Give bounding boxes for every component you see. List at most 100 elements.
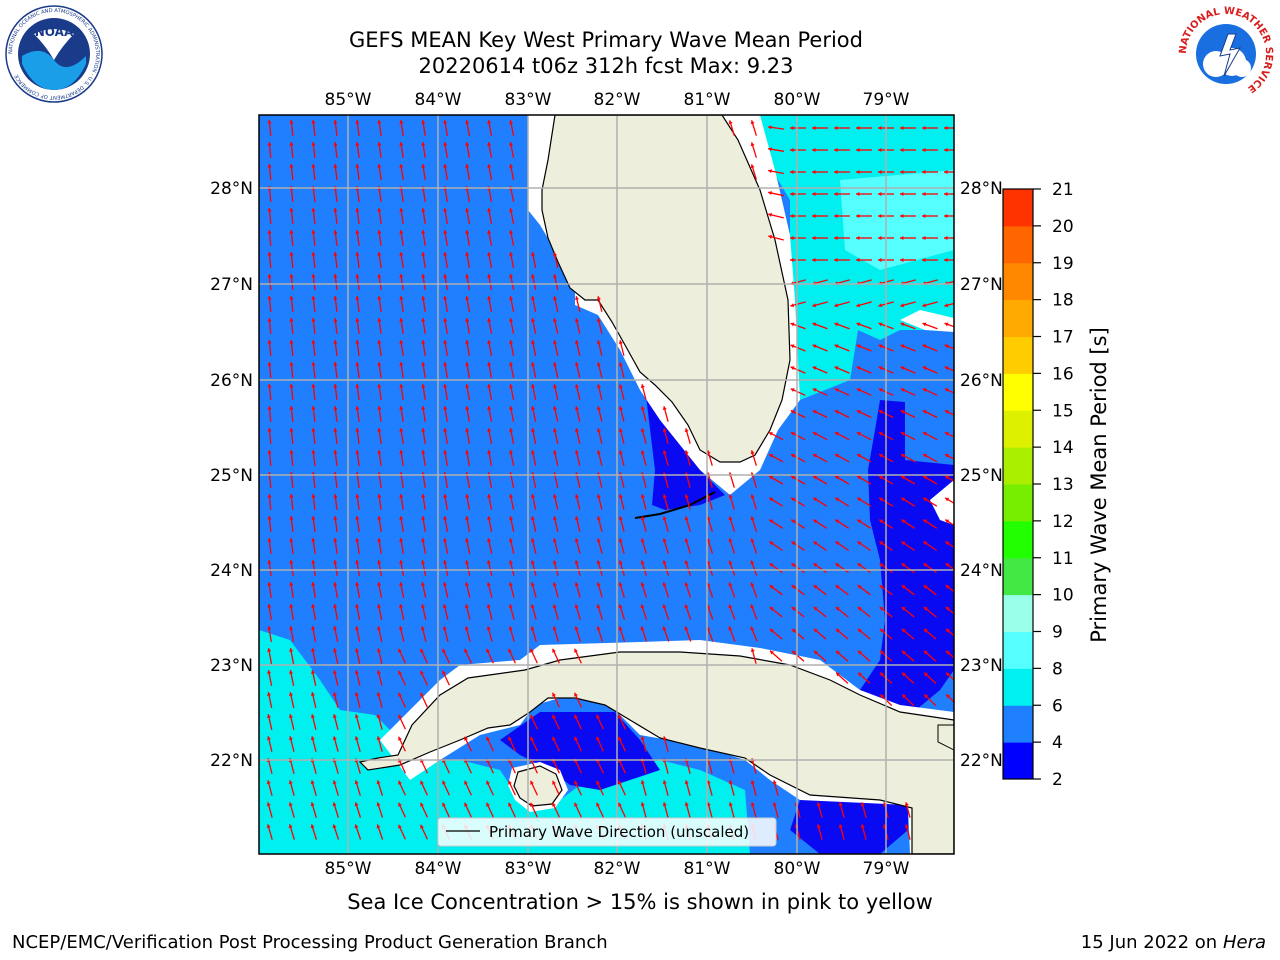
lon-label-bottom: 84°W (415, 859, 462, 879)
wave-arrow-head (376, 626, 382, 630)
wave-arrow-head (421, 560, 426, 564)
wave-arrow-head (728, 538, 733, 543)
wave-arrow-head (355, 626, 360, 630)
wave-arrow-head (421, 340, 426, 344)
wave-arrow-head (443, 516, 448, 520)
wave-arrow-head (421, 208, 426, 212)
wave-arrow-head (922, 147, 926, 153)
wave-arrow-head (574, 296, 579, 301)
wave-arrow-head (289, 428, 294, 432)
wave-arrow-head (311, 230, 316, 234)
wave-arrow-head (333, 296, 338, 300)
wave-arrow-head (376, 780, 381, 785)
wave-arrow-head (421, 428, 426, 432)
wave-arrow-head (267, 560, 272, 564)
wave-arrow-head (901, 628, 906, 633)
wave-arrow-head (530, 604, 535, 609)
wave-arrow-head (640, 428, 645, 433)
wave-arrow-head (878, 388, 883, 392)
wave-arrow-head (880, 672, 885, 677)
wave-arrow-head (267, 208, 272, 212)
wave-arrow-head (900, 191, 904, 197)
wave-arrow-head (835, 628, 840, 633)
wave-arrow-head (421, 582, 426, 586)
wave-arrow-head (552, 648, 556, 653)
wave-arrow-head (399, 318, 404, 322)
wave-arrow-head (399, 494, 404, 498)
wave-arrow-head (901, 585, 906, 589)
wave-arrow-head (834, 344, 839, 349)
wave-arrow-head (509, 296, 514, 300)
wave-arrow-head (596, 494, 601, 499)
wave-arrow-head (486, 648, 490, 653)
wave-arrow-head (266, 714, 272, 718)
wave-arrow-head (857, 563, 862, 568)
wave-arrow-head (509, 428, 514, 432)
wave-arrow-head (945, 519, 950, 524)
wave-arrow-head (442, 780, 446, 785)
wave-arrow-head (640, 736, 645, 741)
wave-arrow-head (812, 344, 817, 349)
wave-arrow-head (530, 560, 535, 565)
wave-arrow-head (464, 626, 469, 631)
wave-arrow-head (531, 296, 536, 300)
lon-label-top: 84°W (415, 90, 462, 110)
wave-arrow-head (923, 475, 928, 480)
wave-arrow-head (311, 516, 316, 520)
wave-arrow-head (487, 538, 492, 542)
wave-arrow-head (289, 450, 294, 454)
wave-arrow-head (442, 582, 448, 586)
wave-arrow-head (399, 384, 404, 388)
wave-arrow-head (662, 494, 667, 499)
wave-arrow-head (857, 475, 862, 480)
wave-arrow-head (834, 366, 839, 371)
wave-arrow-head (311, 406, 316, 410)
wave-arrow-head (790, 410, 795, 414)
wave-arrow-head (355, 120, 360, 124)
wave-arrow-head (574, 450, 579, 455)
wave-arrow-head (421, 296, 426, 300)
wave-arrow-head (267, 120, 272, 124)
wave-arrow-head (857, 585, 862, 589)
wave-arrow-head (922, 366, 927, 371)
wave-arrow-head (377, 340, 382, 344)
wave-arrow-head (900, 213, 904, 219)
wave-arrow-head (377, 120, 382, 124)
noaa-logo: NATIONAL OCEANIC AND ATMOSPHERIC ADMINIS… (5, 5, 103, 103)
wave-arrow-head (333, 208, 338, 212)
wave-arrow-head (856, 303, 861, 308)
wave-arrow-head (922, 257, 926, 263)
wave-arrow-head (835, 563, 840, 568)
wave-arrow-head (574, 384, 579, 389)
cuba-land (358, 651, 954, 854)
wave-arrow-head (553, 450, 558, 454)
wave-arrow-head (946, 694, 951, 699)
wave-arrow-head (332, 736, 337, 741)
wave-arrow-head (922, 169, 926, 175)
wave-arrow-head (398, 714, 402, 719)
wave-arrow-head (596, 538, 601, 543)
wave-arrow-head (266, 802, 271, 807)
wave-arrow-head (878, 235, 882, 241)
wave-arrow-head (509, 230, 514, 234)
wave-arrow-head (574, 494, 579, 499)
wave-arrow-head (900, 388, 905, 392)
wave-arrow-head (465, 230, 470, 234)
wave-arrow-head (618, 406, 623, 411)
wave-arrow-head (355, 494, 360, 498)
lon-label-bottom: 82°W (594, 859, 641, 879)
wave-arrow-head (486, 604, 491, 609)
wave-arrow-head (945, 497, 950, 502)
wave-arrow-head (900, 410, 905, 414)
wave-arrow-head (574, 692, 578, 697)
wave-arrow-head (311, 384, 316, 388)
wave-arrow-head (443, 164, 448, 168)
bahamas-mask-andros (930, 480, 954, 525)
wave-arrow-head (574, 780, 578, 785)
wave-arrow-head (878, 213, 882, 219)
wave-arrow-head (443, 208, 448, 212)
wave-arrow-head (790, 169, 794, 175)
wave-arrow-head (399, 296, 404, 300)
wave-arrow-head (509, 384, 514, 388)
wave-arrow-head (531, 362, 536, 366)
